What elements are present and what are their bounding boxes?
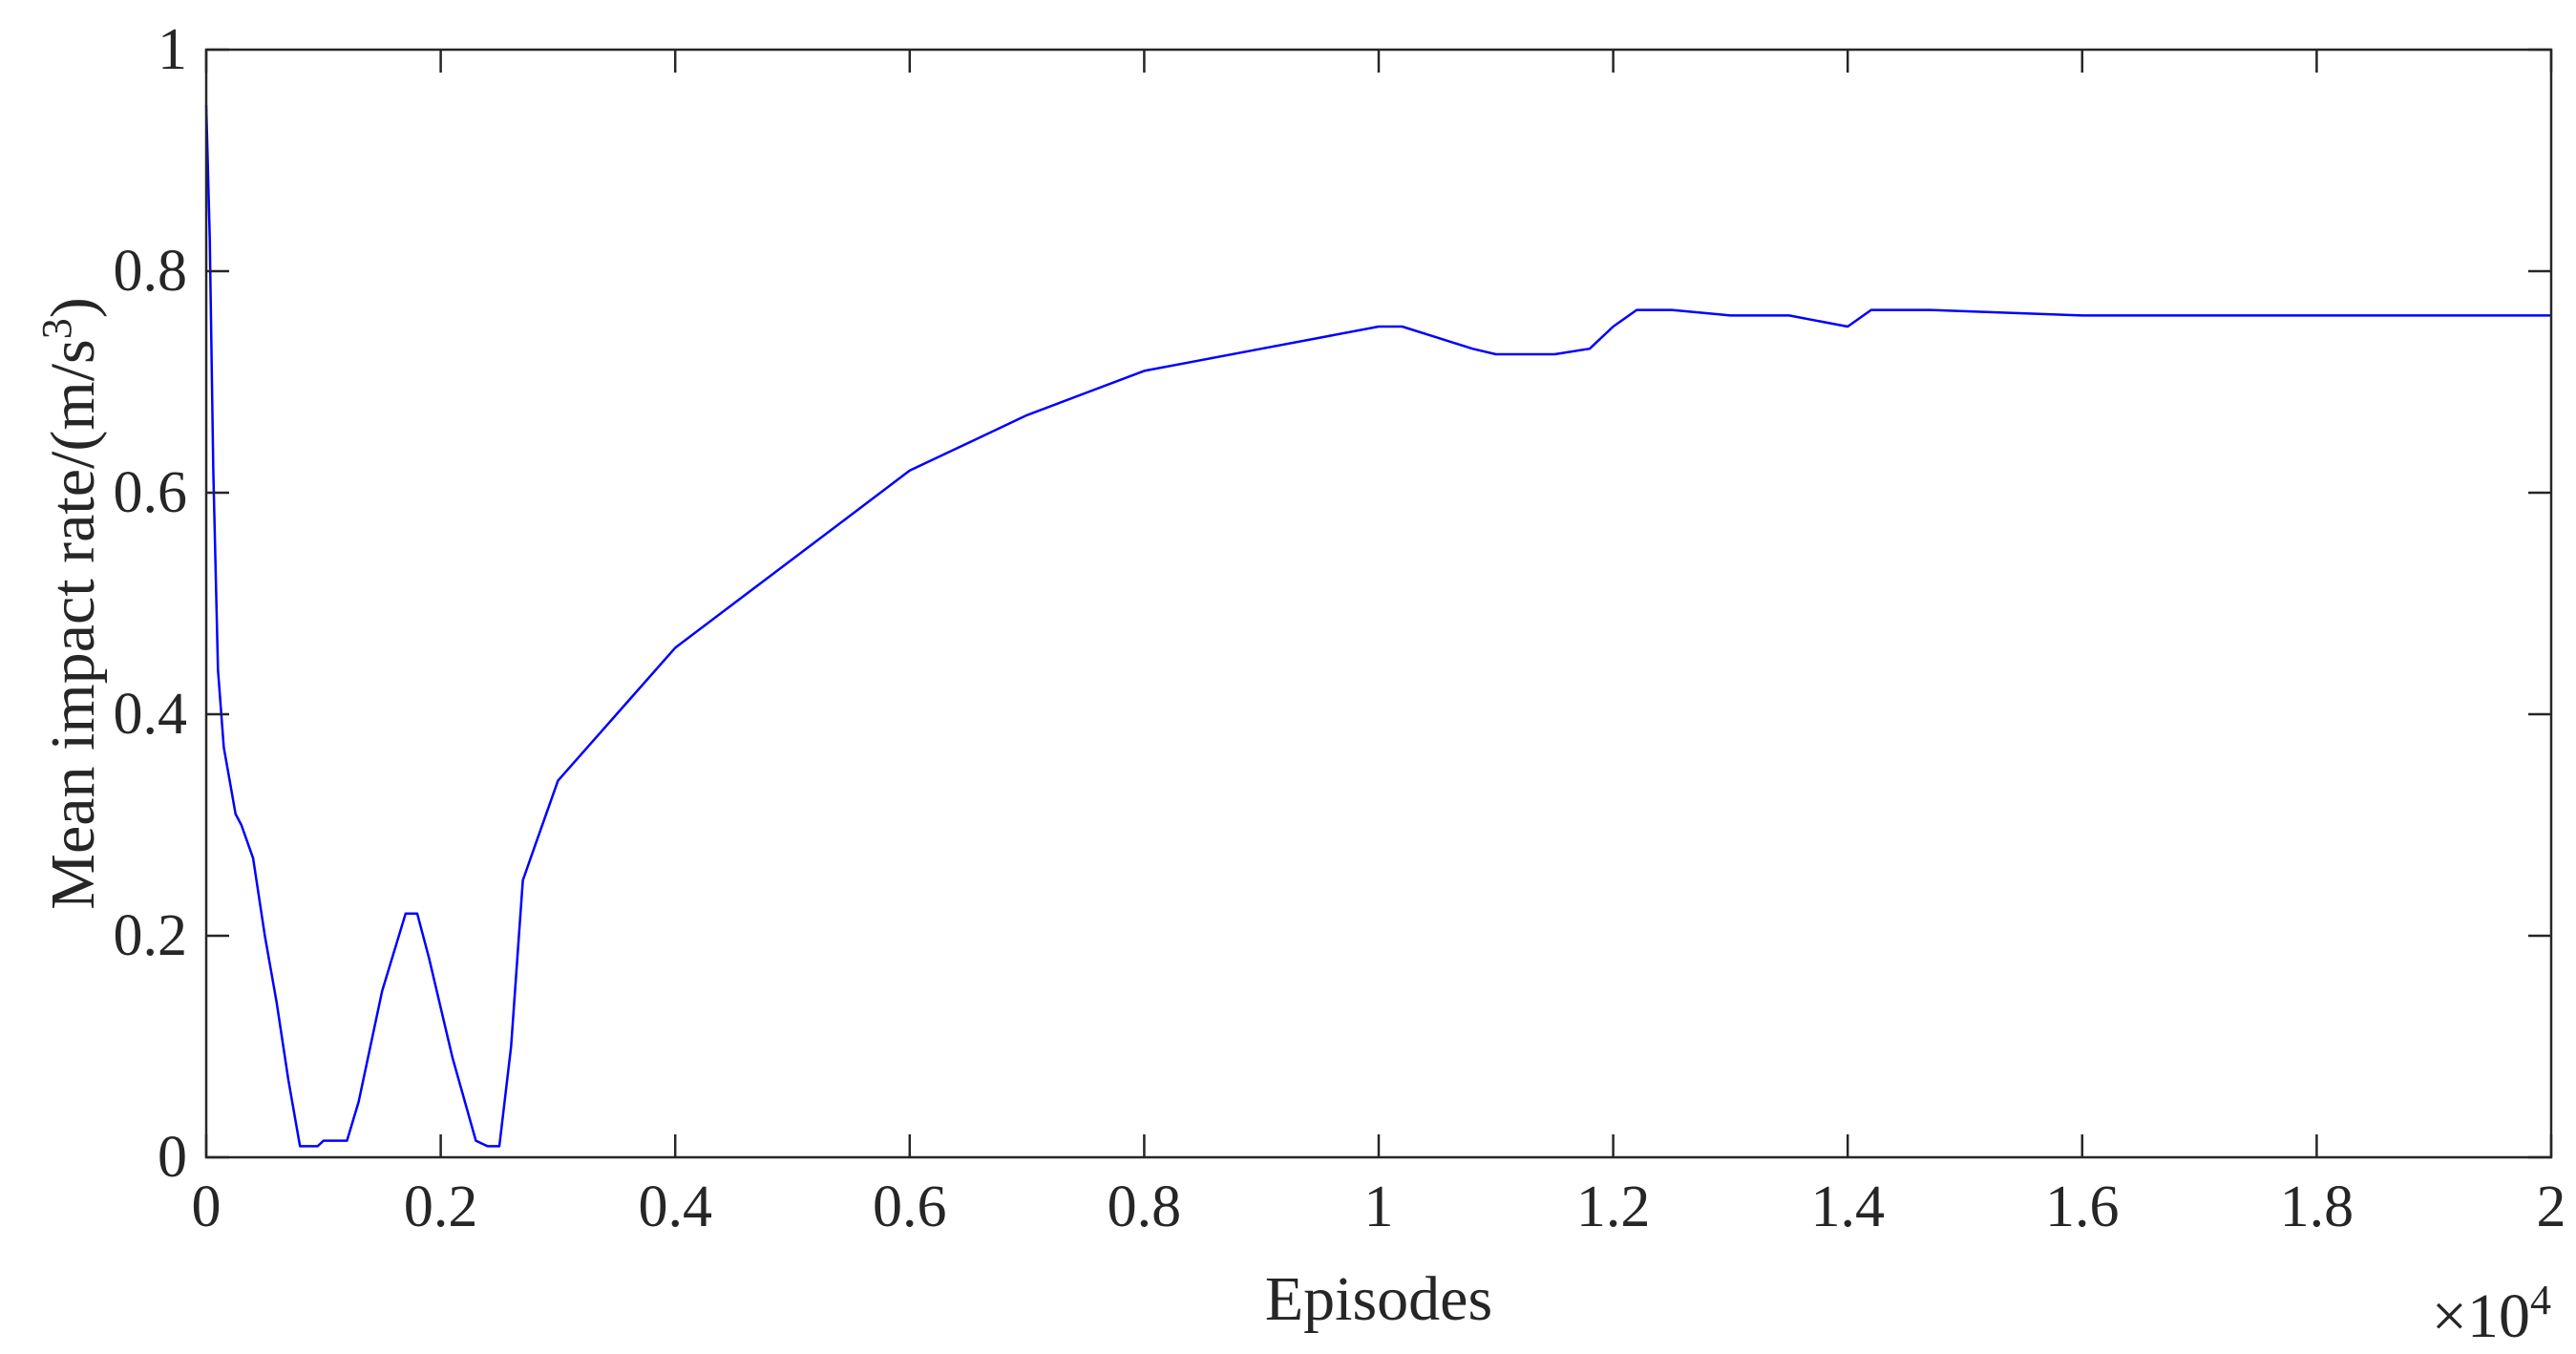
- y-tick-label: 0: [158, 1125, 187, 1190]
- x-tick-label: 1: [1364, 1174, 1394, 1239]
- y-tick-label: 0.2: [114, 903, 188, 968]
- x-tick-label: 0.4: [638, 1174, 712, 1239]
- x-tick-label: 1.2: [1576, 1174, 1651, 1239]
- x-tick-label: 1.4: [1810, 1174, 1885, 1239]
- y-tick-label: 0.8: [114, 239, 188, 304]
- x-axis-label: Episodes: [1265, 1264, 1492, 1334]
- x-tick-label: 0.6: [873, 1174, 947, 1239]
- x-tick-label: 1.8: [2280, 1174, 2354, 1239]
- y-axis-label-close: ): [38, 297, 108, 318]
- x-axis-ticks: 0 0.2 0.4 0.6 0.8 1 1.2 1.4 1.6 1.8 2: [192, 50, 2566, 1239]
- x-tick-label: 0.8: [1108, 1174, 1182, 1239]
- x-axis-exponent-power: 4: [2530, 1277, 2551, 1323]
- x-tick-label: 2: [2537, 1174, 2566, 1239]
- y-axis-ticks: 0 0.2 0.4 0.6 0.8 1: [114, 17, 2551, 1190]
- y-tick-label: 1: [158, 17, 187, 82]
- series-layer: [204, 104, 2551, 1148]
- y-axis-label: Mean impact rate/(m/s3): [33, 297, 109, 909]
- y-tick-label: 0.6: [114, 460, 188, 525]
- x-axis-exponent-base: ×10: [2432, 1281, 2530, 1351]
- series-line: [204, 104, 2551, 1148]
- y-axis-label-main: Mean impact rate/(m/s: [38, 339, 108, 909]
- y-axis-label-superscript: 3: [33, 318, 80, 339]
- x-tick-label: 1.6: [2045, 1174, 2120, 1239]
- x-tick-label: 0.2: [404, 1174, 478, 1239]
- y-tick-label: 0.4: [114, 682, 188, 747]
- x-tick-label: 0: [192, 1174, 222, 1239]
- x-axis-exponent: ×104: [2432, 1277, 2551, 1352]
